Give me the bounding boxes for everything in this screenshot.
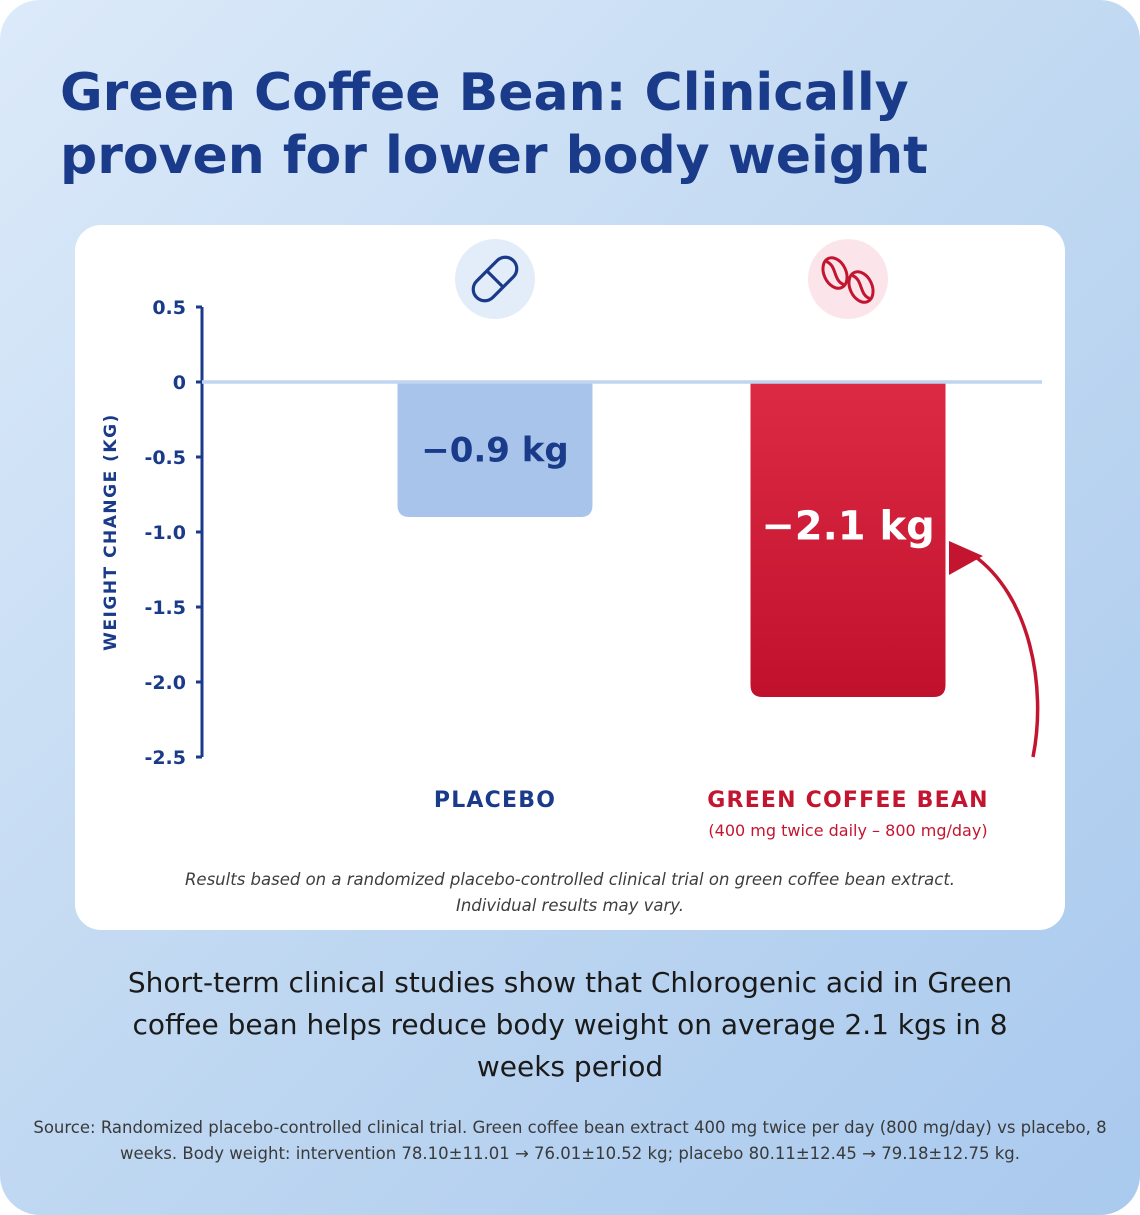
y-tick-label: -1.5	[144, 597, 186, 619]
chart-footnote: Results based on a randomized placebo-co…	[75, 867, 1065, 919]
y-tick-label: 0.5	[152, 297, 186, 319]
footnote-line-2: Individual results may vary.	[455, 896, 685, 915]
summary-text: Short-term clinical studies show that Ch…	[127, 966, 1013, 1083]
weight-change-bar-chart: 0.5 0 -0.5 -1.0 -1.5 -2.0 -2.5 −0.9 kg −2.1 kg	[144, 239, 1042, 769]
page-title: Green Coffee Bean: Clinically proven for…	[60, 63, 928, 186]
data-label-green-coffee-bean: −2.1 kg	[761, 504, 935, 550]
pill-icon	[471, 255, 519, 303]
coffee-beans-icon	[821, 256, 875, 304]
footnote-line-1: Results based on a randomized placebo-co…	[184, 870, 956, 889]
y-tick-label: 0	[173, 372, 186, 394]
callout-arrow	[971, 553, 1040, 758]
green-coffee-bean-dosage: (400 mg twice daily – 800 mg/day)	[708, 821, 988, 840]
y-tick-label: -1.0	[144, 522, 186, 544]
category-label-green-coffee-bean: GREEN COFFEE BEAN	[707, 788, 989, 813]
source-citation: Source: Randomized placebo-controlled cl…	[33, 1118, 1107, 1163]
y-tick-label: -0.5	[144, 447, 186, 469]
category-label-placebo: PLACEBO	[433, 788, 557, 813]
data-label-placebo: −0.9 kg	[421, 431, 569, 471]
y-tick-label: -2.5	[144, 747, 186, 769]
bar-placebo	[397, 382, 593, 517]
bar-green-coffee-bean	[750, 382, 946, 697]
callout-arrowhead	[949, 541, 983, 575]
y-tick-label: -2.0	[144, 672, 186, 694]
